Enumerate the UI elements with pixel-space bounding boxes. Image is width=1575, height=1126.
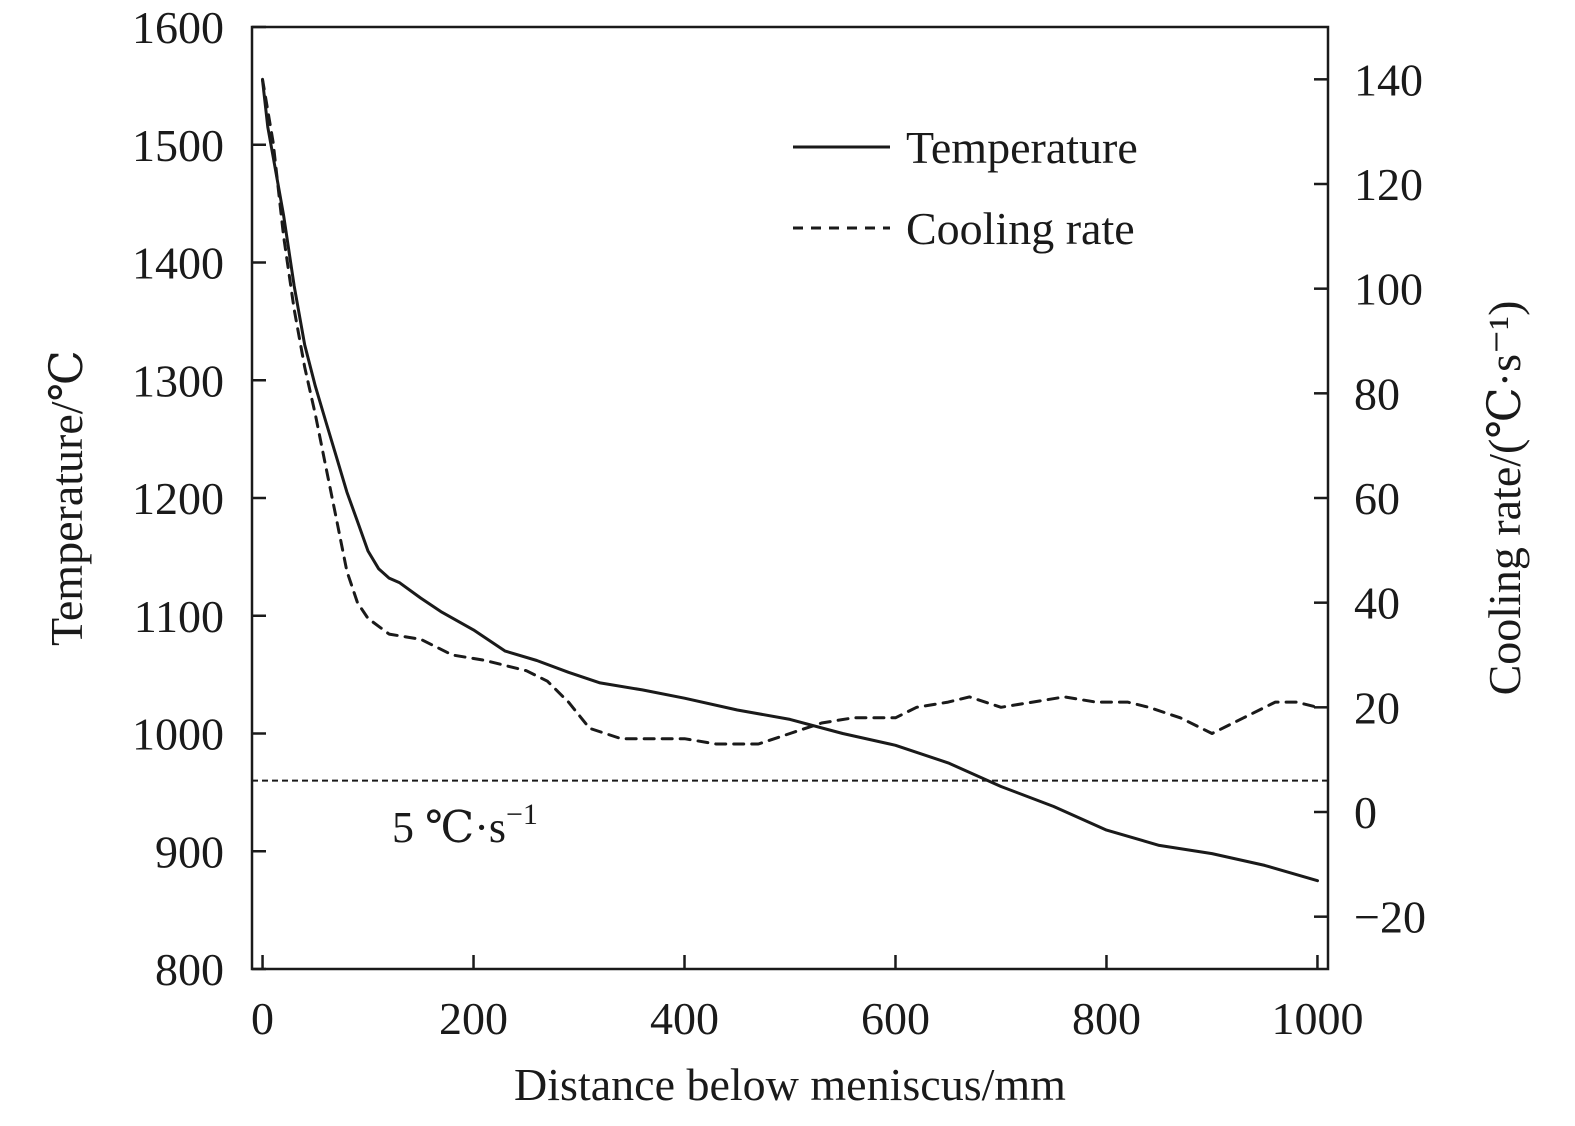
y-tick-label: 1000 [132,709,224,760]
series-group [261,77,1319,883]
reference-annotation-superscript: −1 [506,798,538,831]
y2-tick-label: 100 [1354,264,1423,315]
y2-tick-label: −20 [1354,892,1426,943]
series-line-cooling-rate [261,77,1319,746]
legend: Temperature Cooling rate [793,122,1138,254]
reference-annotation: 5 ℃·s−1 [392,798,538,852]
series-line-temperature [261,78,1319,883]
y2-tick-label: 120 [1354,159,1423,210]
y-tick-label: 800 [155,944,224,995]
x-tick-label: 600 [861,993,930,1044]
x-tick-label: 200 [439,993,508,1044]
ticks-group: 0 200 400 600 800 100080090010001100120013001… [132,2,1426,1044]
legend-label-cooling-rate: Cooling rate [906,203,1135,254]
x-tick-label: 400 [650,993,719,1044]
x-tick-label: 800 [1072,993,1141,1044]
y2-tick-label: 80 [1354,368,1400,419]
y2-tick-label: 0 [1354,787,1377,838]
y-tick-label: 1400 [132,238,224,289]
reference-annotation-main: 5 ℃·s [392,803,506,852]
y-tick-label: 1300 [132,355,224,406]
y2-tick-label: 40 [1354,578,1400,629]
y-tick-label: 1500 [132,120,224,171]
y2-tick-label: 60 [1354,473,1400,524]
y2-axis-title: Cooling rate/(℃·s⁻¹) [1479,301,1530,696]
y-tick-label: 1100 [134,591,224,642]
legend-label-temperature: Temperature [906,122,1138,173]
y-tick-label: 1600 [132,2,224,53]
y2-tick-label: 140 [1354,54,1423,105]
x-tick-label: 0 [251,993,274,1044]
x-axis-title: Distance below meniscus/mm [514,1059,1066,1110]
y-tick-label: 900 [155,826,224,877]
y-tick-label: 1200 [132,473,224,524]
x-tick-label: 1000 [1271,993,1363,1044]
y-axis-title: Temperature/℃ [41,350,92,646]
y2-tick-label: 20 [1354,682,1400,733]
